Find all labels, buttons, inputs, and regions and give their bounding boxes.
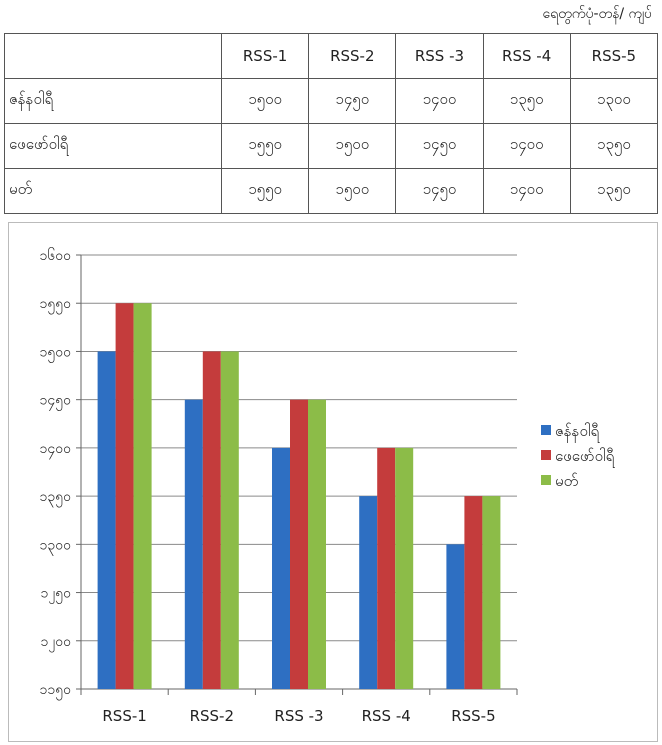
table-header-row: RSS-1 RSS-2 RSS -3 RSS -4 RSS-5 xyxy=(4,33,659,79)
table-cell: ၁၃၅၀ xyxy=(482,78,571,124)
table-row: မတ် ၁၅၅၀ ၁၅၀၀ ၁၄၅၀ ၁၄၀၀ ၁၃၅၀ xyxy=(4,168,659,214)
bar xyxy=(272,447,290,689)
bar xyxy=(290,399,308,689)
bar xyxy=(133,303,152,689)
column-header: RSS-2 xyxy=(308,33,397,79)
column-header: RSS -4 xyxy=(482,33,571,79)
legend-label: ဇန်နဝါရီ xyxy=(555,422,600,443)
legend-swatch xyxy=(541,450,551,460)
table-cell: ၁၅၅၀ xyxy=(220,123,310,169)
bar xyxy=(377,447,396,689)
bar-chart: ၁၁၅၀ ၁၂၀၀ ၁၂၅၀ ၁၃၀၀ ၁၃၅၀ ၁၄၀၀ ၁၄၅၀ ၁၅၀၀ ၁၅၅၀ ၁၆၀၀… xyxy=(40,248,616,725)
table-cell: ၁၅၅၀ xyxy=(220,168,310,214)
y-tick-label: ၁၄၀၀ xyxy=(40,441,72,459)
x-tick-label: RSS-5 xyxy=(451,707,495,725)
table-cell: ၁၄၀၀ xyxy=(395,78,484,124)
bar xyxy=(482,496,501,689)
x-tick-label: RSS-1 xyxy=(102,707,146,725)
legend-label: ဖေဖော်ဝါရီ xyxy=(555,447,616,468)
legend-label: မတ် xyxy=(555,472,578,490)
table-cell: ၁၄၅၀ xyxy=(308,78,397,124)
table-row: ဖေဖော်ဝါရီ ၁၅၅၀ ၁၅၀၀ ၁၄၅၀ ၁၄၀၀ ၁၃၅၀ xyxy=(4,123,659,169)
table-cell: ၁၅၀၀ xyxy=(220,78,310,124)
y-tick-label: ၁၄၅၀ xyxy=(40,393,72,411)
bar xyxy=(202,351,221,689)
y-tick-label: ၁၃၀၀ xyxy=(40,537,72,555)
x-tick-label: RSS -3 xyxy=(274,707,323,725)
bar xyxy=(308,399,326,689)
y-tick-label: ၁၂၀၀ xyxy=(40,634,71,652)
column-header: RSS-1 xyxy=(220,33,310,79)
table-cell: ၁၅၀၀ xyxy=(308,168,397,214)
bar xyxy=(464,496,483,689)
table-cell: ၁၄၀၀ xyxy=(482,168,571,214)
row-label: ဇန်နဝါရီ xyxy=(4,78,222,124)
unit-label: ရေတွက်ပုံ-တန်/ ကျပ် xyxy=(542,6,652,22)
bar xyxy=(446,544,465,689)
table-cell: ၁၄၀၀ xyxy=(482,123,571,169)
bar xyxy=(395,447,414,689)
bar xyxy=(359,496,378,689)
chart-area: ၁၁၅၀ ၁၂၀၀ ၁၂၅၀ ၁၃၀၀ ၁၃၅၀ ၁၄၀၀ ၁၄၅၀ ၁၅၀၀ ၁၅၅၀ ၁၆၀၀… xyxy=(8,222,658,742)
row-label: ဖေဖော်ဝါရီ xyxy=(4,123,222,169)
legend-swatch xyxy=(541,475,551,485)
column-header: RSS-5 xyxy=(569,33,659,79)
y-tick-label: ၁၂၅၀ xyxy=(40,586,71,604)
bar xyxy=(97,351,116,689)
x-tick-label: RSS-2 xyxy=(190,707,234,725)
y-tick-label: ၁၆၀၀ xyxy=(40,248,72,264)
table-cell: ၁၃၀၀ xyxy=(569,78,659,124)
table-cell: ၁၅၀၀ xyxy=(308,123,397,169)
bar xyxy=(184,399,203,689)
table-cell: ၁၄၅၀ xyxy=(395,168,484,214)
y-tick-label: ၁၁၅၀ xyxy=(40,682,72,700)
table-row: ဇန်နဝါရီ ၁၅၀၀ ၁၄၅၀ ၁၄၀၀ ၁၃၅၀ ၁၃၀၀ xyxy=(4,78,659,124)
table-cell: ၁၄၅၀ xyxy=(395,123,484,169)
y-tick-label: ၁၅၀၀ xyxy=(40,344,72,362)
bar xyxy=(220,351,239,689)
table-cell: ၁၃၅၀ xyxy=(569,168,659,214)
y-tick-label: ၁၅၅၀ xyxy=(40,296,72,314)
column-header: RSS -3 xyxy=(395,33,484,79)
legend-swatch xyxy=(541,425,551,435)
x-tick-label: RSS -4 xyxy=(362,707,411,725)
y-tick-label: ၁၃၅၀ xyxy=(40,489,72,507)
table-cell: ၁၃၅၀ xyxy=(569,123,659,169)
bar xyxy=(115,303,134,689)
row-label: မတ် xyxy=(4,168,222,214)
price-table: RSS-1 RSS-2 RSS -3 RSS -4 RSS-5 ဇန်နဝါရီ… xyxy=(4,33,659,214)
table-corner-cell xyxy=(4,33,222,79)
